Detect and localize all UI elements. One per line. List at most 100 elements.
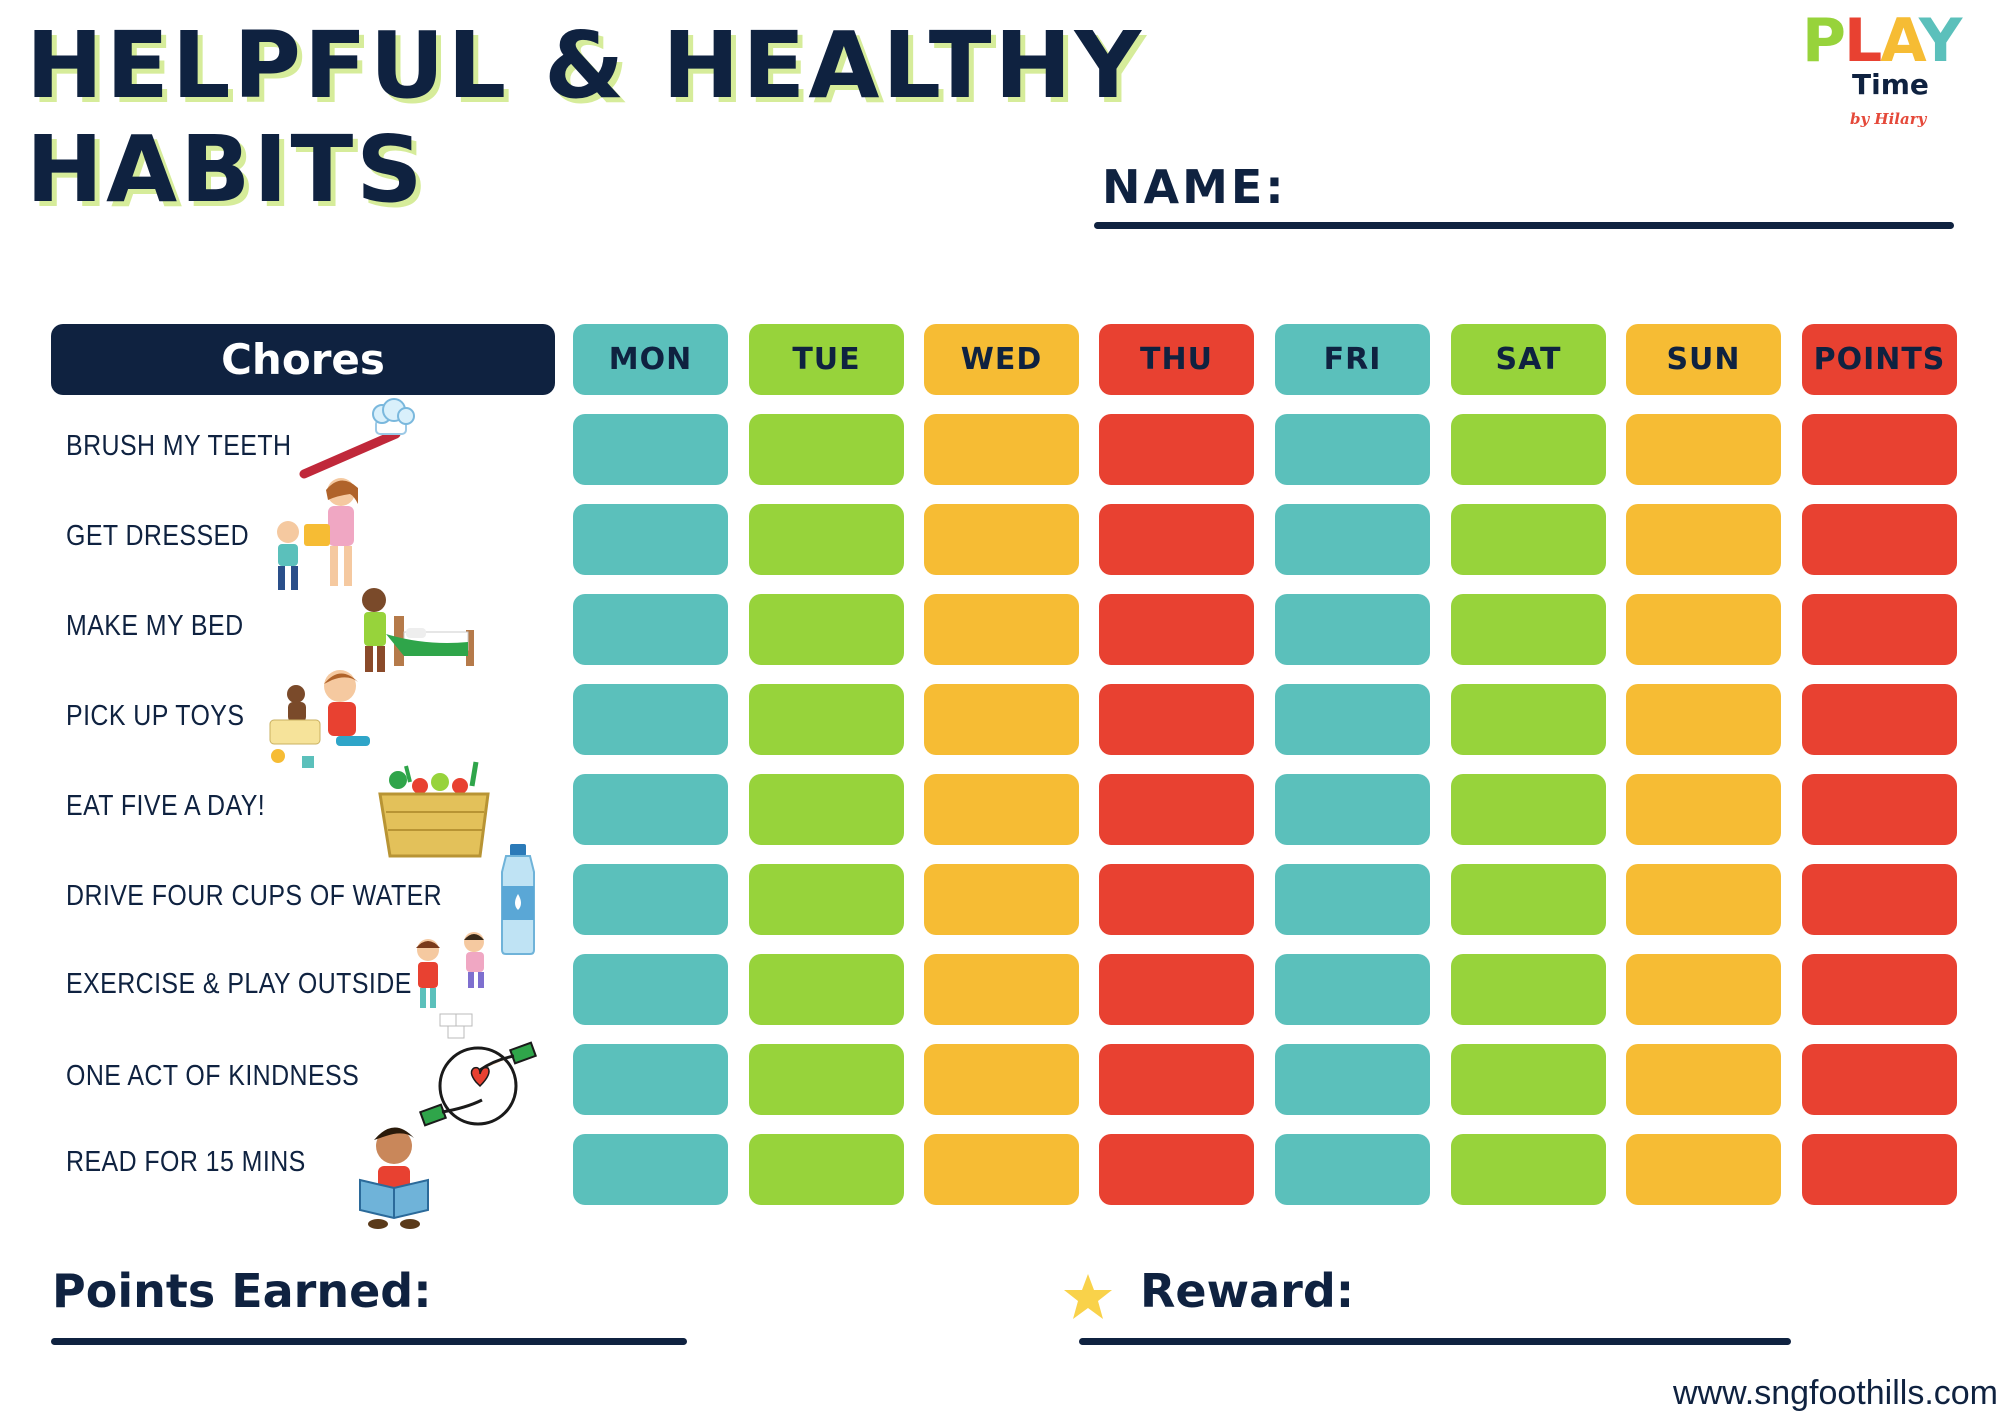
checkbox-cell-tue[interactable] xyxy=(749,1134,904,1205)
checkbox-cell-sun[interactable] xyxy=(1626,864,1781,935)
chore-label: EAT FIVE A DAY! xyxy=(66,790,266,822)
vegetable-basket-icon xyxy=(378,761,490,858)
checkbox-cell-sat[interactable] xyxy=(1451,864,1606,935)
logo-play-text: PLAY xyxy=(1802,6,1962,76)
points-earned-label: Points Earned: xyxy=(52,1264,432,1318)
checkbox-cell-points[interactable] xyxy=(1802,864,1957,935)
checkbox-cell-thu[interactable] xyxy=(1099,864,1254,935)
checkbox-cell-wed[interactable] xyxy=(924,594,1079,665)
checkbox-cell-fri[interactable] xyxy=(1275,684,1430,755)
checkbox-cell-points[interactable] xyxy=(1802,414,1957,485)
checkbox-cell-mon[interactable] xyxy=(573,414,728,485)
checkbox-cell-sat[interactable] xyxy=(1451,504,1606,575)
checkbox-cell-mon[interactable] xyxy=(573,1134,728,1205)
checkbox-cell-sat[interactable] xyxy=(1451,684,1606,755)
checkbox-cell-points[interactable] xyxy=(1802,504,1957,575)
title-line-1: HELPFUL & HEALTHY xyxy=(26,12,1145,119)
checkbox-cell-thu[interactable] xyxy=(1099,1134,1254,1205)
checkbox-cell-sun[interactable] xyxy=(1626,774,1781,845)
checkbox-cell-sat[interactable] xyxy=(1451,954,1606,1025)
chore-label: ONE ACT OF KINDNESS xyxy=(66,1060,360,1092)
checkbox-cell-fri[interactable] xyxy=(1275,864,1430,935)
checkbox-cell-tue[interactable] xyxy=(749,414,904,485)
checkbox-cell-wed[interactable] xyxy=(924,774,1079,845)
water-bottle-icon xyxy=(501,844,535,955)
chores-header: Chores xyxy=(51,324,555,395)
checkbox-cell-wed[interactable] xyxy=(924,684,1079,755)
checkbox-cell-fri[interactable] xyxy=(1275,954,1430,1025)
checkbox-cell-sun[interactable] xyxy=(1626,414,1781,485)
checkbox-cell-fri[interactable] xyxy=(1275,1134,1430,1205)
checkbox-cell-tue[interactable] xyxy=(749,684,904,755)
checkbox-cell-fri[interactable] xyxy=(1275,594,1430,665)
star-icon xyxy=(1064,1274,1112,1319)
logo-letter-y: Y xyxy=(1918,6,1962,76)
checkbox-cell-thu[interactable] xyxy=(1099,954,1254,1025)
checkbox-cell-wed[interactable] xyxy=(924,954,1079,1025)
checkbox-cell-mon[interactable] xyxy=(573,684,728,755)
checkbox-cell-sun[interactable] xyxy=(1626,504,1781,575)
name-field-line[interactable] xyxy=(1094,222,1954,229)
checkbox-cell-thu[interactable] xyxy=(1099,774,1254,845)
checkbox-cell-sun[interactable] xyxy=(1626,684,1781,755)
checkbox-cell-thu[interactable] xyxy=(1099,504,1254,575)
checkbox-cell-tue[interactable] xyxy=(749,1044,904,1115)
checkbox-cell-points[interactable] xyxy=(1802,954,1957,1025)
checkbox-cell-sun[interactable] xyxy=(1626,1134,1781,1205)
checkbox-cell-fri[interactable] xyxy=(1275,414,1430,485)
column-header-points: POINTS xyxy=(1802,324,1957,395)
checkbox-cell-mon[interactable] xyxy=(573,1044,728,1115)
column-header-fri: FRI xyxy=(1275,324,1430,395)
checkbox-cell-sun[interactable] xyxy=(1626,1044,1781,1115)
getting-dressed-icon xyxy=(277,478,358,590)
name-label: NAME: xyxy=(1102,160,1287,214)
checkbox-cell-sat[interactable] xyxy=(1451,1044,1606,1115)
reward-line[interactable] xyxy=(1079,1338,1791,1345)
website-url[interactable]: www.sngfoothills.com xyxy=(1672,1374,1998,1412)
checkbox-cell-thu[interactable] xyxy=(1099,1044,1254,1115)
checkbox-cell-thu[interactable] xyxy=(1099,684,1254,755)
checkbox-cell-mon[interactable] xyxy=(573,864,728,935)
page-title: HELPFUL & HEALTHY HABITS xyxy=(26,14,1144,222)
checkbox-cell-points[interactable] xyxy=(1802,684,1957,755)
checkbox-cell-tue[interactable] xyxy=(749,594,904,665)
checkbox-cell-wed[interactable] xyxy=(924,504,1079,575)
checkbox-cell-mon[interactable] xyxy=(573,774,728,845)
checkbox-cell-fri[interactable] xyxy=(1275,774,1430,845)
chore-label: BRUSH MY TEETH xyxy=(66,430,292,462)
chore-label: MAKE MY BED xyxy=(66,610,244,642)
checkbox-cell-sat[interactable] xyxy=(1451,594,1606,665)
toys-icon xyxy=(269,670,370,768)
checkbox-cell-tue[interactable] xyxy=(749,864,904,935)
checkbox-cell-tue[interactable] xyxy=(749,774,904,845)
column-header-tue: TUE xyxy=(749,324,904,395)
checkbox-cell-points[interactable] xyxy=(1802,1044,1957,1115)
checkbox-cell-mon[interactable] xyxy=(573,954,728,1025)
checkbox-cell-wed[interactable] xyxy=(924,864,1079,935)
points-earned-line[interactable] xyxy=(51,1338,687,1345)
checkbox-cell-sun[interactable] xyxy=(1626,594,1781,665)
checkbox-cell-fri[interactable] xyxy=(1275,1044,1430,1115)
checkbox-cell-sat[interactable] xyxy=(1451,1134,1606,1205)
checkbox-cell-wed[interactable] xyxy=(924,414,1079,485)
checkbox-cell-wed[interactable] xyxy=(924,1134,1079,1205)
logo-letter-a: A xyxy=(1880,6,1921,76)
checkbox-cell-points[interactable] xyxy=(1802,774,1957,845)
giving-heart-icon xyxy=(418,1041,538,1127)
checkbox-cell-tue[interactable] xyxy=(749,954,904,1025)
checkbox-cell-points[interactable] xyxy=(1802,1134,1957,1205)
checkbox-cell-tue[interactable] xyxy=(749,504,904,575)
column-header-thu: THU xyxy=(1099,324,1254,395)
checkbox-cell-sun[interactable] xyxy=(1626,954,1781,1025)
checkbox-cell-mon[interactable] xyxy=(573,504,728,575)
checkbox-cell-sat[interactable] xyxy=(1451,414,1606,485)
checkbox-cell-points[interactable] xyxy=(1802,594,1957,665)
checkbox-cell-thu[interactable] xyxy=(1099,594,1254,665)
checkbox-cell-thu[interactable] xyxy=(1099,414,1254,485)
checkbox-cell-mon[interactable] xyxy=(573,594,728,665)
column-header-sat: SAT xyxy=(1451,324,1606,395)
chore-label: GET DRESSED xyxy=(66,520,250,552)
checkbox-cell-sat[interactable] xyxy=(1451,774,1606,845)
checkbox-cell-fri[interactable] xyxy=(1275,504,1430,575)
checkbox-cell-wed[interactable] xyxy=(924,1044,1079,1115)
